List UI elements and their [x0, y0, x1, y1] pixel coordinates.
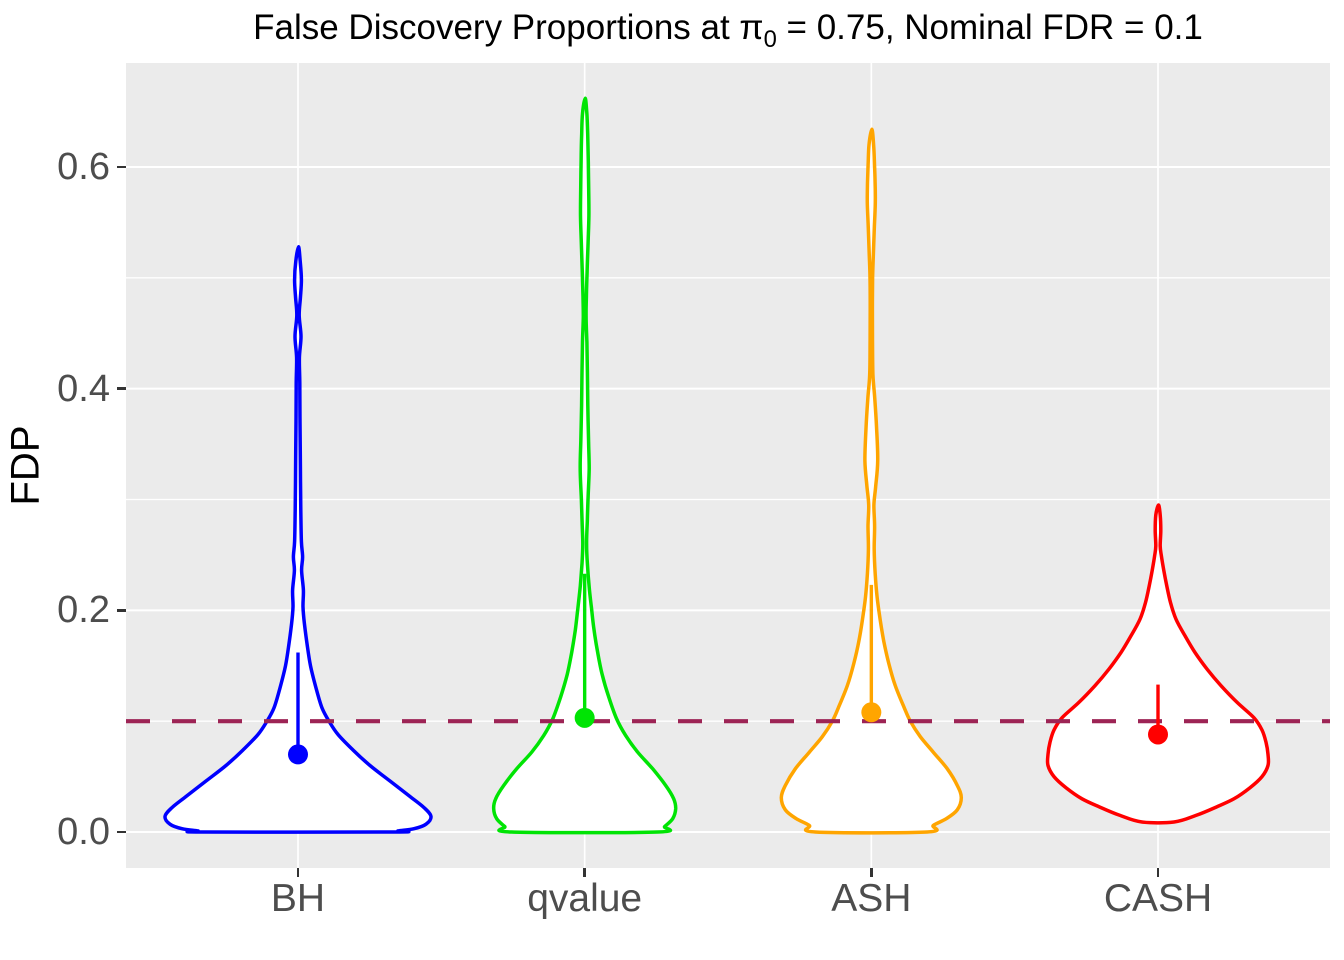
pi-symbol: π	[739, 8, 764, 47]
x-tick-mark	[296, 868, 300, 877]
x-tick-label: qvalue	[527, 877, 643, 920]
y-tick-mark	[117, 165, 126, 169]
mean-point-cash	[1148, 724, 1168, 745]
x-tick-label: BH	[270, 877, 326, 920]
plot-panel	[126, 63, 1330, 868]
mean-point-qvalue	[574, 707, 595, 728]
violin-chart-canvas	[126, 63, 1330, 868]
mean-point-ash	[861, 702, 882, 723]
y-axis-title-text: FDP	[3, 425, 48, 506]
violin-qvalue	[491, 96, 678, 835]
pi-subscript: 0	[763, 26, 777, 53]
violin-ash	[779, 127, 964, 835]
violin-cash	[1045, 503, 1271, 825]
y-tick-label: 0.2	[57, 589, 110, 632]
y-tick-label: 0.0	[57, 811, 110, 853]
x-tick-mark	[870, 868, 873, 877]
x-tick-mark	[583, 868, 586, 877]
plot-title-suffix: = 0.75, Nominal FDR = 0.1	[776, 8, 1203, 47]
plot-title-prefix: False Discovery Proportions at	[253, 8, 740, 47]
y-tick-mark	[117, 609, 126, 612]
x-tick-mark	[1156, 868, 1160, 877]
x-tick-label: CASH	[1103, 877, 1213, 920]
violin-bh	[163, 245, 433, 834]
x-tick-label: ASH	[831, 877, 912, 920]
y-tick-mark	[117, 830, 126, 834]
y-tick-label: 0.6	[57, 146, 110, 188]
mean-point-bh	[288, 744, 308, 765]
y-tick-mark	[117, 387, 126, 390]
plot-title: False Discovery Proportions at π0 = 0.75…	[126, 8, 1330, 54]
y-tick-label: 0.4	[57, 367, 110, 410]
